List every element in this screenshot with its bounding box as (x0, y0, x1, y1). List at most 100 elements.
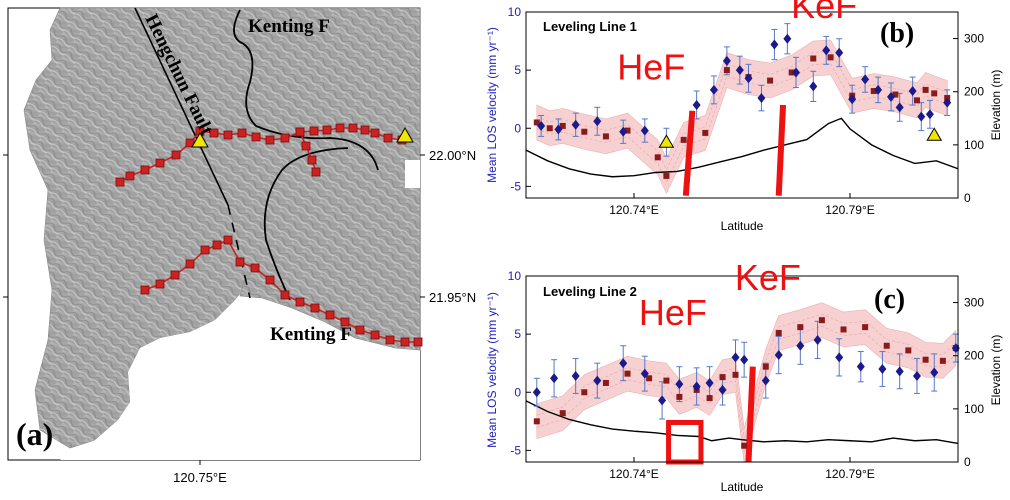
leveling-station (355, 325, 365, 335)
gps-marker (658, 134, 675, 148)
plot-frame (525, 11, 959, 199)
insar-point (835, 47, 844, 58)
y-left-tick-label: 0 (514, 121, 521, 135)
gps-markers (658, 127, 943, 148)
leveling-point (922, 356, 929, 363)
leveling-station (212, 240, 222, 250)
chart-title: Leveling Line 2 (543, 284, 637, 299)
leveling-route (119, 127, 403, 183)
leveling-station (370, 128, 380, 138)
insar-point (718, 384, 727, 395)
leveling-station (335, 123, 345, 133)
leveling-station (171, 150, 181, 160)
lon-tick-label: 120.75°E (173, 470, 227, 485)
fault-annotation: HeF (639, 292, 707, 333)
leveling-station (348, 123, 358, 133)
insar-point (554, 124, 563, 135)
coast-inlet (405, 160, 420, 188)
leveling-station (185, 259, 195, 269)
leveling-station (251, 132, 261, 142)
leveling-station (155, 158, 165, 168)
leveling-station (280, 290, 290, 300)
gps-station-marker (191, 131, 209, 148)
insar-point (792, 67, 800, 78)
leveling-point (624, 370, 631, 377)
leveling-point (533, 119, 540, 126)
leveling-route (299, 131, 317, 173)
leveling-station (311, 167, 321, 177)
insar-point (856, 361, 865, 372)
insar-point (861, 74, 870, 85)
leveling-station (307, 155, 317, 165)
insar-point (709, 84, 718, 95)
gps-marker (926, 127, 943, 141)
leveling-uncertainty-band (536, 302, 957, 464)
leveling-point (723, 67, 730, 74)
leveling-station (209, 128, 219, 138)
fault-annotation: HeF (617, 46, 685, 87)
plot-frame (525, 275, 959, 463)
leveling-point (767, 77, 774, 84)
leveling-station (295, 297, 305, 307)
insar-point (757, 93, 766, 104)
leveling-point (676, 393, 683, 400)
insar-point (912, 370, 921, 381)
y-right-tick-label: 300 (964, 296, 984, 310)
insar-point (761, 375, 770, 386)
leveling-point (797, 324, 804, 331)
map-panel: Hengchun Fault Kenting F Kenting F (a) 2… (3, 7, 476, 485)
insar-point (593, 375, 602, 386)
insar-point (878, 364, 887, 374)
insar-point (770, 39, 779, 50)
insar-point (925, 109, 934, 120)
fault-trace-marker (745, 366, 756, 463)
y-right-label: Elevation (m) (989, 335, 1003, 406)
insar-point (735, 65, 744, 76)
leveling-station (223, 130, 233, 140)
leveling-station (400, 337, 410, 347)
elevation-line (525, 400, 959, 445)
insar-point (796, 340, 805, 351)
leveling-station (140, 285, 150, 295)
leveling-station (250, 263, 260, 273)
insar-point (917, 111, 926, 122)
insar-point (571, 370, 580, 381)
leveling-station (383, 133, 393, 143)
y-left-label: Mean LOS velocity (mm yr⁻¹) (485, 292, 499, 448)
leveling-station (125, 171, 135, 181)
insar-point (943, 97, 952, 108)
leveling-point (719, 374, 726, 381)
insar-point (640, 125, 649, 136)
leveling-station (115, 177, 125, 187)
insar-points (537, 33, 952, 148)
insar-point (537, 120, 546, 131)
leveling-station (265, 275, 275, 285)
x-axis-label: Latitude (721, 219, 764, 233)
gps-station-marker (396, 126, 414, 143)
insar-point (532, 387, 541, 398)
insar-point (809, 81, 818, 92)
y-left-tick-label: -5 (510, 443, 521, 457)
leveling-point (732, 371, 739, 378)
leveling-station (310, 303, 320, 313)
y-left-tick-label: 0 (514, 385, 521, 399)
fault-trace-marker (775, 104, 787, 196)
kenting-fault-north (233, 9, 379, 171)
kenting-fault-label-top: Kenting F (248, 16, 330, 37)
leveling-station (280, 133, 290, 143)
leveling-station (200, 245, 210, 255)
leveling-point (680, 136, 687, 143)
leveling-point (646, 375, 653, 382)
leveling-point (533, 418, 540, 425)
leveling-point (702, 129, 709, 136)
leveling-point (892, 91, 899, 98)
leveling-point (862, 324, 869, 331)
band-inner-line (536, 325, 957, 452)
fault-trace-marker (682, 110, 696, 196)
y-right-tick-label: 100 (964, 402, 984, 416)
sea-lower-right (60, 282, 420, 460)
y-left-tick-label: 10 (508, 5, 522, 19)
leveling-station (235, 257, 245, 267)
y-right-tick-label: 200 (964, 349, 984, 363)
insar-point (619, 126, 628, 137)
